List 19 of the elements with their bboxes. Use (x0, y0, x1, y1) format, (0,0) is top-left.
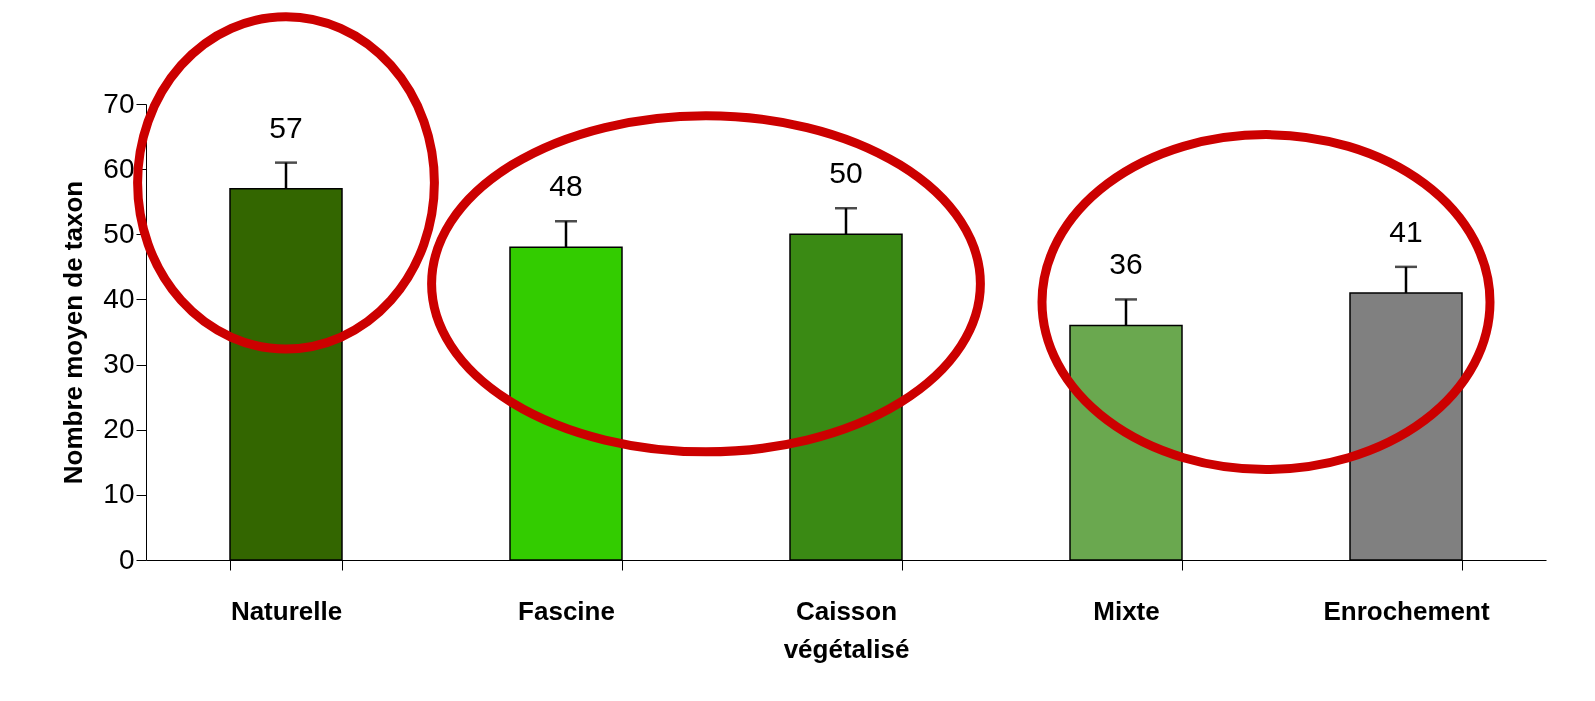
y-tick-label: 40 (103, 282, 135, 314)
x-tick-label: Caisson végétalisé (783, 595, 910, 664)
y-tick-label: 50 (103, 217, 135, 249)
data-label: 36 (1109, 247, 1143, 281)
x-tick-label: Naturelle (230, 595, 343, 626)
data-label: 48 (549, 169, 583, 203)
data-label: 57 (269, 110, 303, 144)
y-tick-label: 0 (118, 543, 135, 575)
y-tick-label: 70 (103, 87, 135, 119)
x-tick-label: Mixte (1093, 595, 1160, 626)
y-tick-label: 60 (103, 152, 135, 184)
x-tick-label: Fascine (518, 595, 615, 626)
data-label: 50 (829, 156, 863, 190)
x-tick-label: Enrochement (1323, 595, 1490, 626)
y-axis-title: Nombre moyen de taxon (58, 180, 89, 485)
y-tick-label: 10 (103, 478, 135, 510)
y-tick-label: 30 (103, 348, 135, 380)
data-label: 41 (1389, 214, 1423, 248)
y-tick-label: 20 (103, 413, 135, 445)
